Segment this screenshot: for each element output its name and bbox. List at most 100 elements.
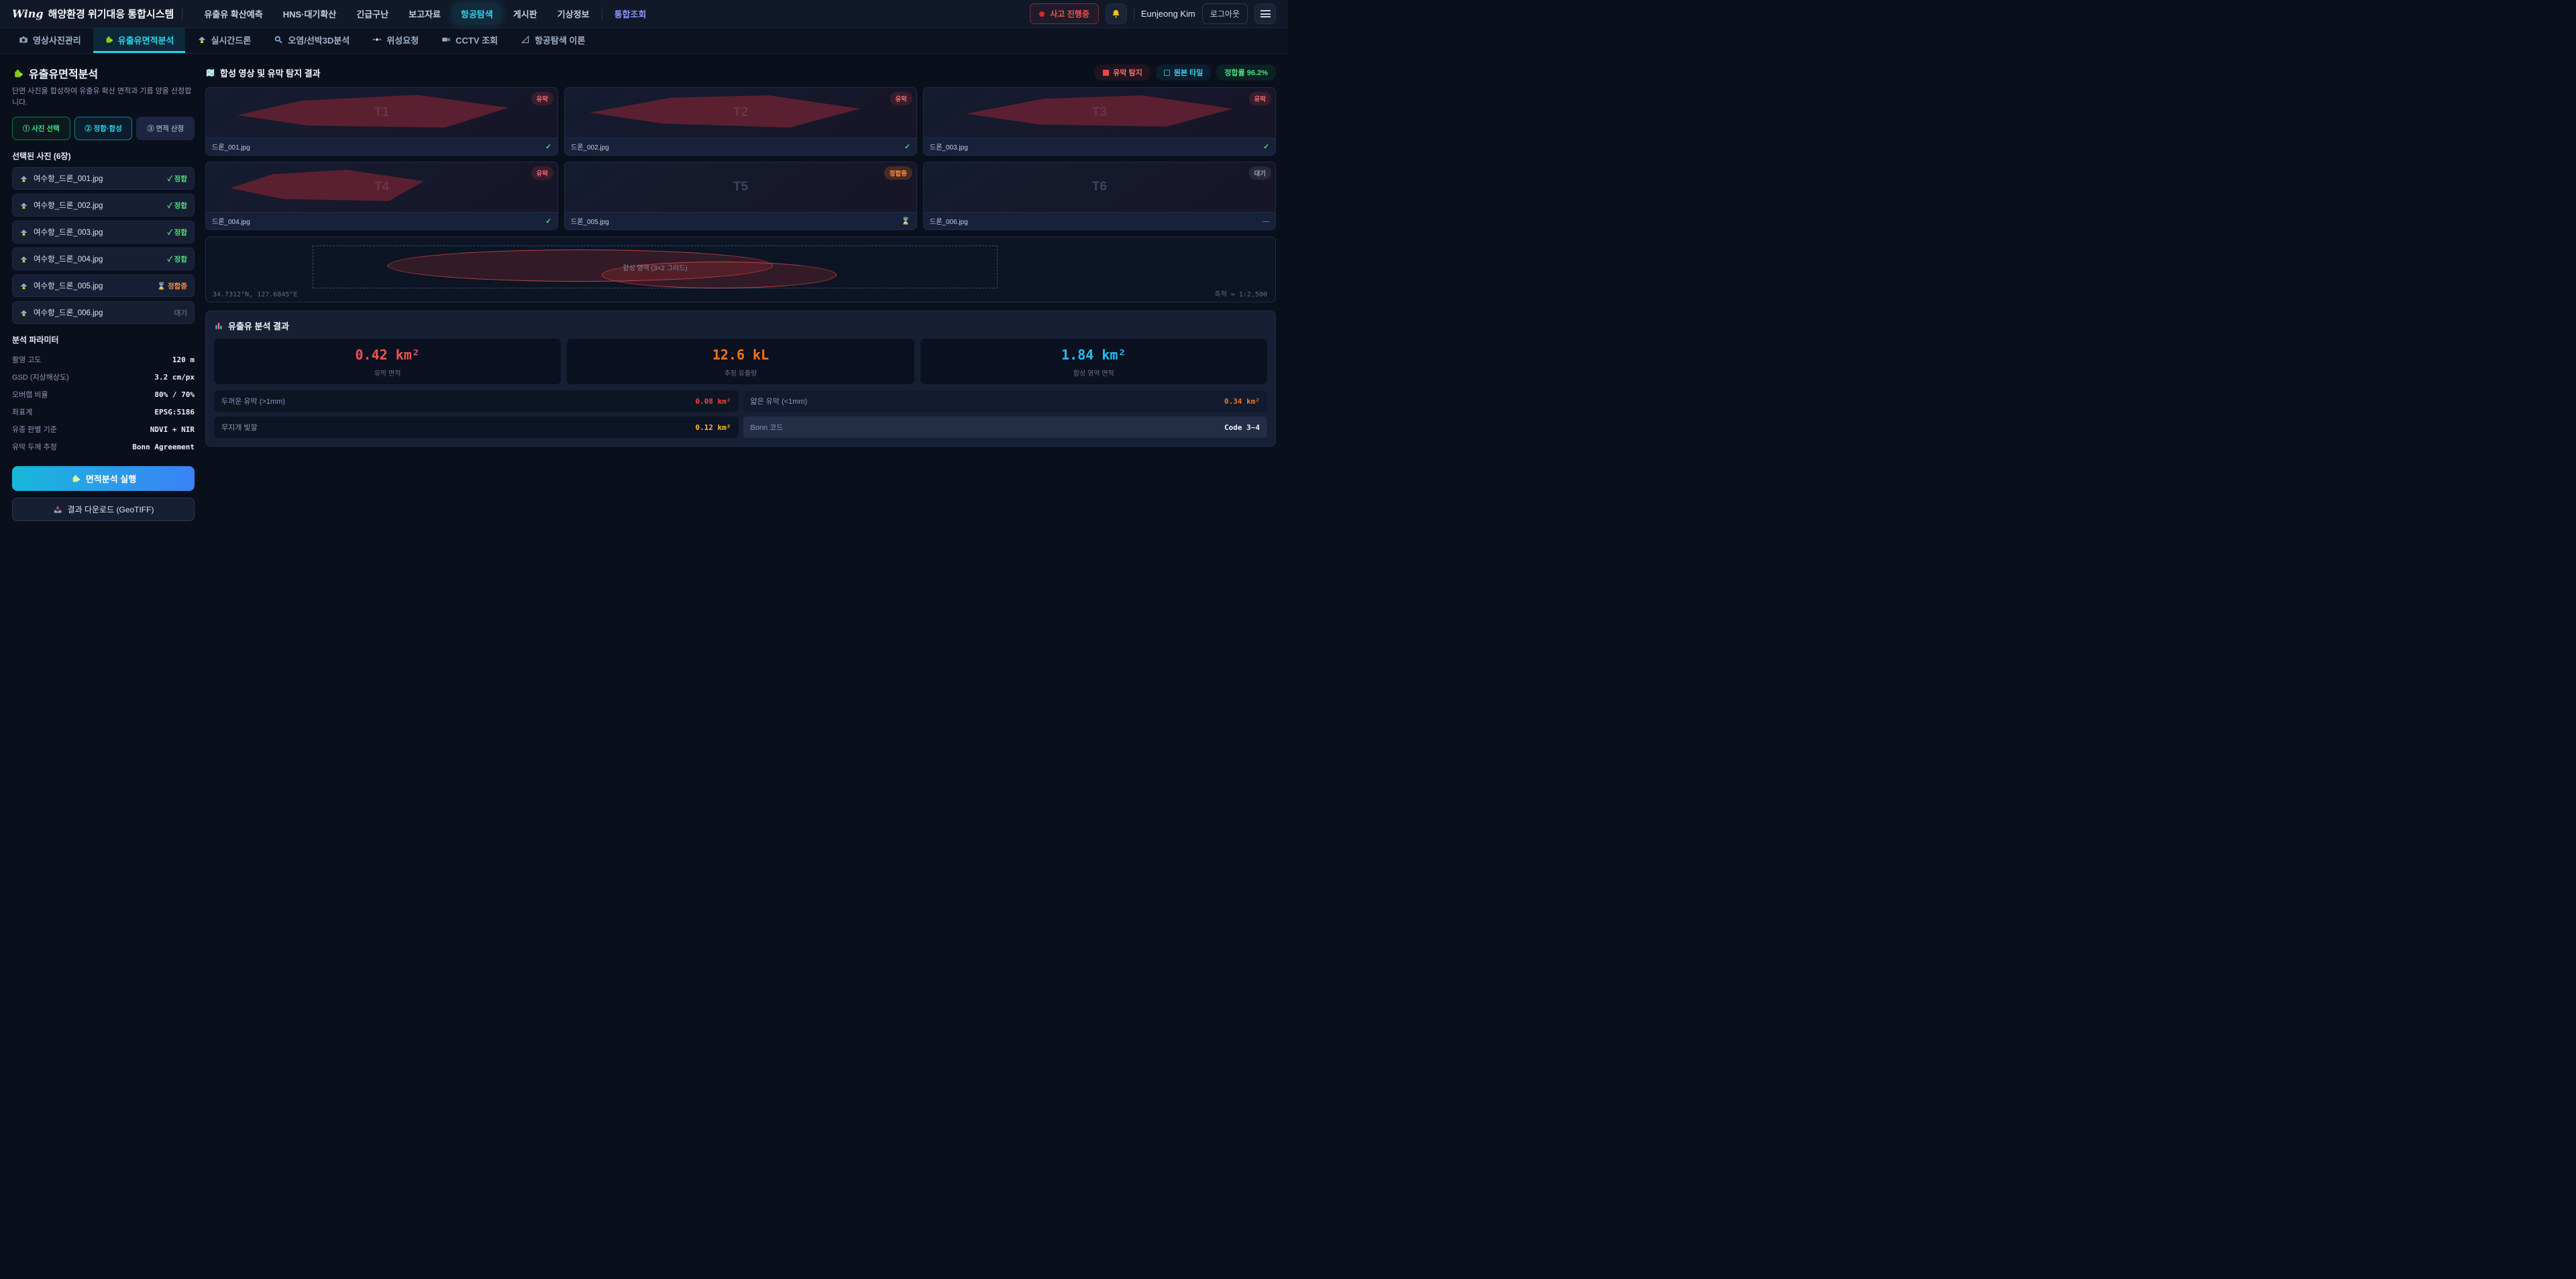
nav-item-rescue[interactable]: 긴급구난 — [356, 9, 389, 19]
tile-t1[interactable]: T1 유막 드론_001.jpg ✓ — [205, 87, 558, 156]
nav-item-weather[interactable]: 기상정보 — [557, 9, 590, 19]
drone-icon — [21, 310, 27, 316]
tile-badge: 유막 — [531, 92, 553, 105]
sub-tab-bar: 영상사진관리 유출유면적분석 실시간드론 오염/선박3D분석 위성요청 CCTV… — [0, 28, 1288, 54]
app-title: 해양환경 위기대응 통합시스템 — [48, 9, 174, 20]
composite-map-panel[interactable]: 합성 영역 (3×2 그리드) 34.7312°N, 127.6845°E 축척… — [205, 237, 1276, 302]
photo-list-item[interactable]: 여수항_드론_001.jpg ✓ 정합 — [12, 167, 195, 190]
drone-icon — [198, 37, 205, 43]
tile-footer: 드론_003.jpg ✓ — [924, 137, 1275, 155]
sidebar-title-row: 유출유면적분석 — [12, 65, 195, 81]
tile-t2[interactable]: T2 유막 드론_002.jpg ✓ — [564, 87, 917, 156]
tile-t4[interactable]: T4 유막 드론_004.jpg ✓ — [205, 162, 558, 230]
check-icon: ✓ — [1263, 142, 1269, 151]
stat-spill-volume: 12.6 kL 추정 유출량 — [567, 339, 914, 384]
tile-footer: 드론_001.jpg ✓ — [206, 137, 557, 155]
run-analysis-button[interactable]: 면적분석 실행 — [12, 466, 195, 491]
step-photo-select[interactable]: ① 사진 선택 — [12, 117, 70, 140]
results-header: 유출유 분석 결과 — [214, 319, 1267, 332]
tile-footer: 드론_004.jpg ✓ — [206, 212, 557, 229]
satellite-icon — [372, 38, 382, 42]
tile-image: T6 대기 — [924, 162, 1275, 212]
cctv-icon — [442, 38, 450, 42]
stat-oil-area: 0.42 km² 유막 면적 — [214, 339, 561, 384]
composite-result-title: 합성 영상 및 유막 탐지 결과 — [205, 66, 321, 79]
puzzle-icon — [72, 475, 80, 482]
puzzle-icon — [15, 69, 23, 77]
brand: Wing 해양환경 위기대응 통합시스템 — [12, 7, 174, 21]
page-title: 유출유면적분석 — [29, 69, 99, 80]
check-icon: ✓ — [545, 142, 551, 151]
tab-satellite-request[interactable]: 위성요청 — [362, 28, 429, 53]
param-row: 유막 두께 추정 Bonn Agreement — [12, 442, 195, 452]
puzzle-icon — [106, 36, 113, 43]
stat-cards: 0.42 km² 유막 면적 12.6 kL 추정 유출량 1.84 km² 합… — [214, 339, 1267, 384]
nav-item-integrated-search[interactable]: 통합조회 — [614, 9, 647, 19]
magnifier-icon — [275, 36, 282, 44]
composite-grid-boundary: 합성 영역 (3×2 그리드) — [313, 245, 998, 288]
nav-item-aerial-search[interactable]: 항공탐색 — [453, 3, 501, 24]
tab-realtime-drone[interactable]: 실시간드론 — [186, 28, 262, 53]
logout-button[interactable]: 로그아웃 — [1201, 3, 1248, 24]
tile-t3[interactable]: T3 유막 드론_003.jpg ✓ — [923, 87, 1276, 156]
legend-group: 유막 탐지 원본 타일 정합률 96.2% — [1095, 64, 1276, 80]
param-row: 유종 판별 기준 NDVI + NIR — [12, 425, 195, 435]
dash-icon: — — [1262, 217, 1270, 225]
tile-image: T3 유막 — [924, 88, 1275, 137]
tab-cctv[interactable]: CCTV 조회 — [431, 28, 508, 53]
photo-status: ✓ 정합 — [167, 228, 187, 237]
photo-list-item[interactable]: 여수항_드론_005.jpg ⌛ 정합중 — [12, 274, 195, 297]
hamburger-menu-icon — [1260, 10, 1271, 17]
detail-grid: 두꺼운 유막 (>1mm) 0.08 km² 얇은 유막 (<1mm) 0.34… — [214, 390, 1267, 438]
oil-slick-ellipse — [601, 262, 837, 288]
param-row: GSD (지상해상도) 3.2 cm/px — [12, 372, 195, 382]
tile-badge: 유막 — [1248, 92, 1271, 105]
download-result-button[interactable]: 결과 다운로드 (GeoTIFF) — [12, 498, 195, 521]
tab-photo-management[interactable]: 영상사진관리 — [8, 28, 92, 53]
photo-list-item[interactable]: 여수항_드론_003.jpg ✓ 정합 — [12, 221, 195, 243]
photo-list-item[interactable]: 여수항_드론_002.jpg ✓ 정합 — [12, 194, 195, 217]
notification-button[interactable] — [1105, 3, 1127, 24]
legend-oil-detect: 유막 탐지 — [1095, 64, 1150, 80]
user-name: Eunjeong Kim — [1140, 9, 1195, 19]
top-nav-bar: Wing 해양환경 위기대응 통합시스템 유출유 확산예측 HNS·대기확산 긴… — [0, 0, 1288, 28]
tile-badge: 대기 — [1248, 166, 1271, 180]
detail-bonn-code: Bonn 코드 Code 3~4 — [743, 416, 1267, 438]
registration-rate-badge: 정합률 96.2% — [1216, 64, 1276, 80]
analysis-sidebar: 유출유면적분석 단면 사진을 합성하여 유출유 확산 면적과 기름 양을 산정합… — [12, 63, 195, 521]
tile-t5[interactable]: T5 정합중 드론_005.jpg ⌛ — [564, 162, 917, 230]
photo-list-item[interactable]: 여수항_드론_004.jpg ✓ 정합 — [12, 247, 195, 270]
workflow-steps: ① 사진 선택 ② 정합·합성 ③ 면적 산정 — [12, 117, 195, 140]
step-registration[interactable]: ② 정합·합성 — [74, 117, 133, 140]
outline-square-swatch-icon — [1163, 69, 1170, 76]
nav-item-board[interactable]: 게시판 — [513, 9, 537, 19]
tab-pollution-ship-3d[interactable]: 오염/선박3D분석 — [263, 28, 360, 53]
red-square-swatch-icon — [1103, 69, 1110, 76]
tile-t6[interactable]: T6 대기 드론_006.jpg — — [923, 162, 1276, 230]
photo-status: ✓ 정합 — [167, 201, 187, 210]
nav-item-spill-forecast[interactable]: 유출유 확산예측 — [204, 9, 263, 19]
tab-aerial-theory[interactable]: 항공탐색 이론 — [510, 28, 596, 53]
tab-oil-area-analysis[interactable]: 유출유면적분석 — [93, 28, 185, 53]
detail-thin-slick: 얇은 유막 (<1mm) 0.34 km² — [743, 390, 1267, 412]
tile-badge: 유막 — [531, 166, 553, 180]
detail-thick-slick: 두꺼운 유막 (>1mm) 0.08 km² — [214, 390, 739, 412]
step-area-calc[interactable]: ③ 면적 산정 — [136, 117, 195, 140]
hourglass-icon: ⌛ — [901, 217, 910, 225]
drone-icon — [21, 229, 27, 235]
nav-item-hns[interactable]: HNS·대기확산 — [282, 9, 337, 19]
nav-item-reports[interactable]: 보고자료 — [409, 9, 441, 19]
incident-label: 사고 진행중 — [1050, 9, 1089, 19]
incident-dot-icon — [1039, 11, 1045, 17]
drone-icon — [21, 176, 27, 182]
photo-status: ⌛ 정합중 — [157, 282, 187, 290]
tile-footer: 드론_005.jpg ⌛ — [565, 212, 916, 229]
menu-button[interactable] — [1254, 3, 1276, 24]
photo-list-item[interactable]: 여수항_드론_006.jpg 대기 — [12, 301, 195, 324]
page-content: 유출유면적분석 단면 사진을 합성하여 유출유 확산 면적과 기름 양을 산정합… — [0, 54, 1288, 531]
check-icon: ✓ — [545, 217, 551, 225]
param-row: 촬영 고도 120 m — [12, 355, 195, 365]
map-icon — [206, 68, 215, 76]
photo-status: ✓ 정합 — [167, 255, 187, 264]
tile-image: T2 유막 — [565, 88, 916, 137]
